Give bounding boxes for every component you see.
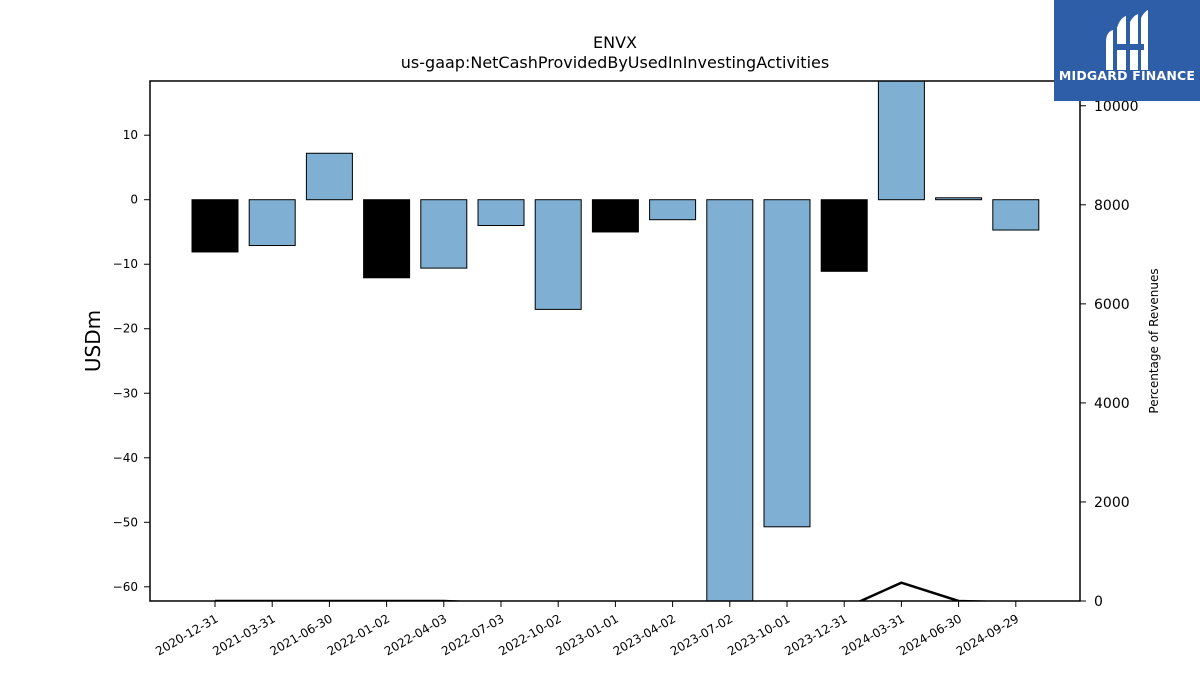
plot-frame	[149, 80, 1081, 602]
line-layer	[215, 581, 1007, 601]
bar-2023-10-01	[763, 199, 811, 528]
y2-tick-label: 10000	[1094, 99, 1139, 115]
revenue-percentage-line	[215, 581, 1007, 601]
bar-2022-04-03	[420, 199, 468, 269]
y2-tick-label: 8000	[1094, 198, 1130, 214]
y-tick-label: −30	[113, 386, 138, 400]
x-tick-label: 2023-07-02	[668, 611, 735, 658]
y2-tick-label: 4000	[1094, 396, 1130, 412]
bar-2024-09-29	[992, 199, 1040, 231]
x-tick-label: 2024-03-31	[839, 611, 906, 658]
y-tick-label: 10	[123, 128, 138, 142]
x-tick-label: 2021-06-30	[267, 611, 334, 658]
y-tick-label: −10	[113, 257, 138, 271]
x-tick-label: 2022-01-02	[325, 611, 392, 658]
x-tick-label: 2024-06-30	[897, 611, 964, 658]
bar-2024-06-30	[935, 197, 983, 201]
y-tick-label: −20	[113, 322, 138, 336]
bar-2023-04-02	[649, 199, 697, 221]
bar-2023-12-31	[820, 199, 868, 272]
midgard-logo-icon	[1106, 10, 1148, 70]
x-tick-label: 2023-01-01	[553, 611, 620, 658]
x-tick-label: 2020-12-31	[153, 611, 220, 658]
brand-logo: MIDGARD FINANCE	[1054, 0, 1200, 101]
bar-2022-01-02	[363, 199, 411, 279]
y2-tick-label: 2000	[1094, 495, 1130, 511]
bar-2023-07-02	[706, 199, 754, 601]
y2-axis-label: Percentage of Revenues	[1147, 268, 1161, 413]
y-axis-label: USDm	[81, 310, 105, 372]
x-tick-label: 2023-04-02	[611, 611, 678, 658]
bar-2022-07-03	[477, 199, 525, 227]
logo-text: MIDGARD FINANCE	[1058, 68, 1196, 83]
bar-2020-12-31	[191, 199, 239, 253]
x-tick-label: 2022-07-03	[439, 611, 506, 658]
x-tick-label: 2021-03-31	[210, 611, 277, 658]
chart-subtitle: us-gaap:NetCashProvidedByUsedInInvesting…	[401, 53, 829, 72]
y-tick-label: −50	[113, 515, 138, 529]
bar-2021-03-31	[248, 199, 296, 247]
x-tick-label: 2022-04-03	[382, 611, 449, 658]
x-axis: 2020-12-312021-03-312021-06-302022-01-02…	[153, 601, 1021, 658]
bar-2021-06-30	[305, 152, 353, 201]
y-axis-left: 10 0 −10 −20 −30 −40 −50 −60	[113, 128, 150, 594]
y2-tick-label: 0	[1094, 594, 1103, 610]
x-tick-label: 2023-10-01	[725, 611, 792, 658]
y-tick-label: −60	[113, 580, 138, 594]
y-tick-label: 0	[130, 193, 138, 207]
x-tick-label: 2024-09-29	[954, 611, 1021, 658]
x-tick-label: 2022-10-02	[496, 611, 563, 658]
bar-2022-10-02	[534, 199, 582, 310]
y-axis-right: 0 2000 4000 6000 8000 10000	[1080, 99, 1139, 610]
x-tick-label: 2023-12-31	[782, 611, 849, 658]
bar-2024-03-31	[877, 81, 925, 201]
bar-2023-01-01	[591, 199, 639, 233]
chart-title: ENVX	[593, 33, 637, 52]
y-tick-label: −40	[113, 451, 138, 465]
bars-layer	[191, 81, 1040, 601]
y2-tick-label: 6000	[1094, 297, 1130, 313]
